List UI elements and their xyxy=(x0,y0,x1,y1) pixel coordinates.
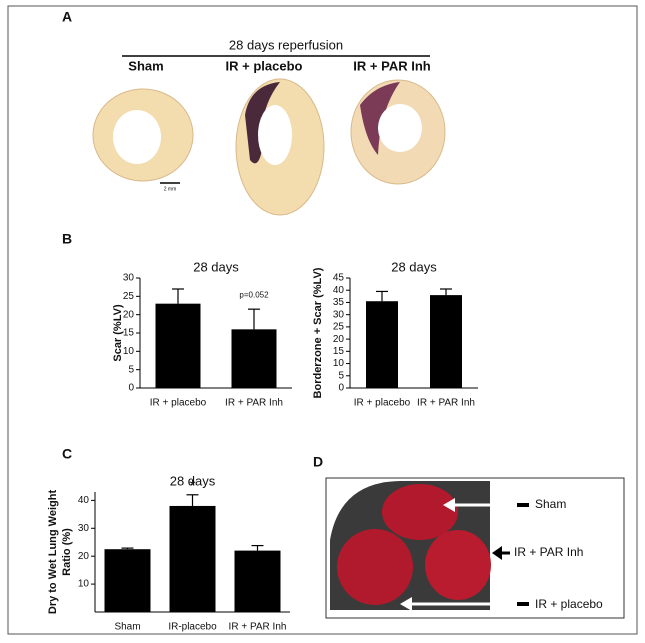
panel-label: D xyxy=(313,454,323,470)
y-axis-label: Ratio (%) xyxy=(61,528,73,576)
y-tick-label: 15 xyxy=(333,346,345,357)
chart-title: 28 days xyxy=(391,259,437,274)
y-tick-label: 5 xyxy=(128,364,134,375)
y-tick-label: 30 xyxy=(123,273,135,284)
heart-section xyxy=(92,88,194,184)
panel-label: A xyxy=(62,9,72,25)
x-tick-label: IR + PAR Inh xyxy=(225,398,283,409)
y-tick-label: 5 xyxy=(338,370,344,381)
y-tick-label: 45 xyxy=(333,273,345,284)
bar xyxy=(234,550,281,612)
y-tick-label: 10 xyxy=(78,579,90,590)
group-label: Sham xyxy=(128,58,163,73)
figure-border xyxy=(7,5,638,635)
y-tick-label: 40 xyxy=(333,285,345,296)
y-axis-label: Borderzone + Scar (%LV) xyxy=(312,267,324,398)
y-tick-label: 20 xyxy=(78,551,90,562)
bar xyxy=(231,329,277,388)
annotation: * xyxy=(189,478,195,495)
bar xyxy=(430,295,462,388)
y-tick-label: 25 xyxy=(123,291,135,302)
panel-label: B xyxy=(62,231,72,247)
y-tick-label: 35 xyxy=(333,297,345,308)
x-tick-label: IR-placebo xyxy=(168,622,217,633)
y-tick-label: 20 xyxy=(333,334,345,345)
lung-label: IR + placebo xyxy=(535,597,603,611)
x-tick-label: IR + placebo xyxy=(354,398,411,409)
y-tick-label: 30 xyxy=(78,523,90,534)
y-axis-label: Scar (%LV) xyxy=(112,304,124,362)
y-tick-label: 10 xyxy=(333,358,345,369)
x-tick-label: IR + placebo xyxy=(150,398,207,409)
scale-bar-label: 2 mm xyxy=(164,186,177,192)
group-label: IR + placebo xyxy=(226,58,303,73)
lung-photo xyxy=(325,477,625,619)
y-axis-label: Dry to Wet Lung Weight xyxy=(47,490,59,615)
panel-a-header: 28 days reperfusion xyxy=(229,37,343,52)
y-tick-label: 20 xyxy=(123,309,135,320)
chart-title: 28 days xyxy=(193,259,239,274)
lung-label: IR + PAR Inh xyxy=(514,545,583,559)
y-tick-label: 40 xyxy=(78,495,90,506)
x-tick-label: IR + PAR Inh xyxy=(229,622,287,633)
bar xyxy=(169,505,216,612)
y-tick-label: 0 xyxy=(128,383,134,394)
heart-section xyxy=(235,78,325,216)
annotation: p=0.052 xyxy=(239,290,269,299)
x-tick-label: Sham xyxy=(114,622,140,633)
panel-label: C xyxy=(62,446,72,462)
y-tick-label: 0 xyxy=(338,383,344,394)
x-tick-label: IR + PAR Inh xyxy=(417,398,475,409)
y-tick-label: 10 xyxy=(123,346,135,357)
bar xyxy=(104,549,151,612)
y-tick-label: 15 xyxy=(123,328,135,339)
bar xyxy=(155,303,201,388)
heart-section xyxy=(350,79,446,185)
y-tick-label: 25 xyxy=(333,322,345,333)
lung-label: Sham xyxy=(535,497,566,511)
bar xyxy=(366,301,398,388)
chart-title: 28 days xyxy=(170,473,216,488)
y-tick-label: 30 xyxy=(333,309,345,320)
group-label: IR + PAR Inh xyxy=(353,58,430,73)
